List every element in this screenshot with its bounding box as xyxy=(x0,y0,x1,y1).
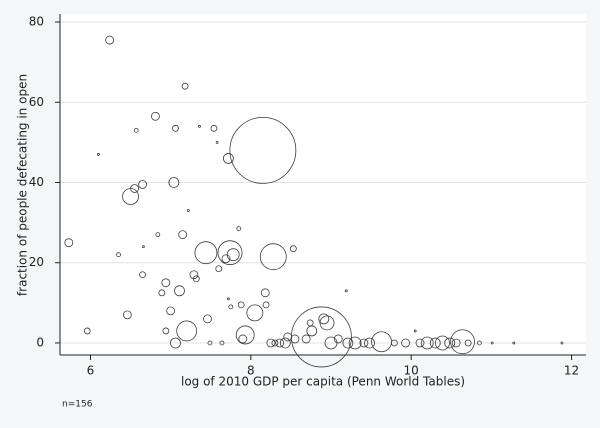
bubble xyxy=(236,226,242,232)
bubble xyxy=(289,245,297,253)
bubble xyxy=(260,288,270,298)
bubble xyxy=(141,245,145,249)
bubble xyxy=(464,339,472,347)
bubble xyxy=(476,340,482,346)
bubble xyxy=(271,339,279,347)
y-tick-label: 80 xyxy=(29,15,44,29)
bubble xyxy=(130,184,139,193)
x-axis-title: log of 2010 GDP per capita (Penn World T… xyxy=(181,375,465,389)
bubble xyxy=(364,337,375,349)
bubble xyxy=(246,304,264,322)
bubble xyxy=(228,304,234,310)
bubble xyxy=(192,275,200,283)
x-tick-label: 10 xyxy=(404,364,419,378)
bubble xyxy=(219,340,225,346)
bubble xyxy=(560,341,564,345)
bubble xyxy=(333,334,343,344)
bubble xyxy=(189,270,199,280)
bubble xyxy=(133,127,139,133)
bubble xyxy=(174,285,185,297)
bubble xyxy=(155,232,161,238)
bubble xyxy=(97,153,100,156)
bubble xyxy=(490,341,494,345)
bubble xyxy=(229,116,297,184)
bubble xyxy=(210,124,218,132)
bubble xyxy=(290,334,300,344)
bubble xyxy=(429,337,441,349)
bubble xyxy=(420,336,434,350)
bubble xyxy=(64,238,74,248)
bubble xyxy=(151,111,160,121)
x-tick-label: 12 xyxy=(564,364,579,378)
bubble xyxy=(279,337,291,349)
bubble xyxy=(203,314,212,324)
bubble xyxy=(237,301,245,309)
bubble xyxy=(275,338,285,348)
bubble xyxy=(342,337,354,349)
bubble xyxy=(348,336,362,350)
bubble xyxy=(215,265,223,273)
bubble xyxy=(162,327,170,335)
bubble xyxy=(413,329,417,333)
bubble xyxy=(166,306,176,316)
bubble xyxy=(444,337,456,349)
bubble xyxy=(450,329,475,355)
bubble xyxy=(238,334,248,344)
bubble xyxy=(217,240,243,266)
bubble xyxy=(226,248,240,262)
y-axis-title: fraction of people defecating in open xyxy=(16,74,30,296)
bubble xyxy=(266,338,276,348)
bubble xyxy=(401,338,410,348)
bubble xyxy=(194,241,218,265)
y-tick-label: 0 xyxy=(36,335,44,349)
bubble xyxy=(344,289,348,293)
bubble xyxy=(512,341,516,345)
bubble xyxy=(451,338,461,348)
bubble xyxy=(139,271,146,279)
bubble xyxy=(226,297,230,301)
bubble xyxy=(319,315,335,331)
note: n=156 xyxy=(62,400,93,410)
bubble xyxy=(116,252,121,258)
bubble xyxy=(176,320,198,342)
bubble xyxy=(122,310,132,320)
bubble xyxy=(181,82,189,90)
bubble xyxy=(215,140,219,144)
bubble xyxy=(198,124,201,128)
y-tick-label: 60 xyxy=(29,95,44,109)
bubble xyxy=(170,337,181,349)
bubble xyxy=(318,313,330,325)
bubble xyxy=(415,338,425,348)
bubble xyxy=(235,325,255,345)
x-tick-label: 8 xyxy=(247,364,255,378)
bubble xyxy=(221,254,231,264)
bubble xyxy=(301,334,311,344)
bubble xyxy=(222,153,234,164)
bubble xyxy=(259,243,287,271)
y-tick-label: 40 xyxy=(29,175,44,189)
x-tick-label: 6 xyxy=(87,364,95,378)
bubble xyxy=(435,335,450,351)
y-tick-label: 20 xyxy=(29,255,44,269)
bubble xyxy=(186,209,190,212)
bubble xyxy=(306,325,318,337)
bubble xyxy=(390,339,398,347)
bubble xyxy=(262,301,270,309)
bubble xyxy=(105,35,115,45)
plot-area xyxy=(60,14,586,355)
bubble xyxy=(138,180,147,189)
bubble xyxy=(290,306,352,368)
bubble xyxy=(359,338,369,348)
bubble xyxy=(207,340,213,346)
bubble xyxy=(158,289,166,297)
bubble xyxy=(83,327,91,335)
bubble xyxy=(178,230,188,240)
bubble xyxy=(172,124,179,132)
bubble xyxy=(161,278,171,288)
bubble xyxy=(168,177,180,188)
